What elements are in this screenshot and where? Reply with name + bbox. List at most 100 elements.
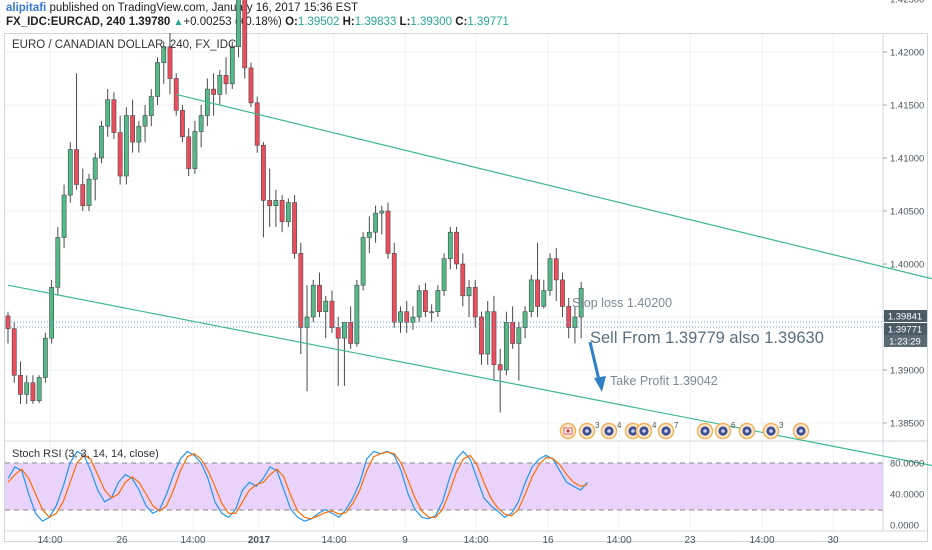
event-count: 7 (674, 421, 679, 430)
candle-body (578, 288, 584, 318)
candle-body (136, 125, 142, 143)
globe-icon[interactable] (714, 422, 732, 440)
candle-body (61, 194, 67, 238)
time-axis-label: 23 (684, 535, 696, 546)
candle-body (236, 0, 241, 48)
chart-frame (4, 33, 928, 542)
globe-icon[interactable] (635, 422, 653, 440)
candle (86, 173, 92, 211)
candle (223, 57, 229, 95)
candle (42, 332, 48, 383)
candle-body (298, 253, 304, 328)
candle-body (572, 316, 578, 328)
globe-icon[interactable] (578, 422, 596, 440)
candle (497, 348, 503, 413)
globe-icon[interactable] (792, 422, 810, 440)
candle (410, 306, 416, 330)
candle-body (261, 144, 266, 201)
globe-dot (769, 429, 773, 433)
candle-body (423, 290, 428, 313)
candle (67, 142, 73, 203)
candle-body (30, 382, 36, 402)
candle (342, 321, 347, 386)
candle (460, 253, 466, 307)
channel-upper-line[interactable] (176, 93, 932, 311)
candle-body (123, 115, 129, 177)
price-axis-label: 1.42000 (890, 48, 924, 59)
take-profit-note: Take Profit 1.39042 (610, 374, 718, 388)
countdown-badge: 1:23:29 (884, 335, 927, 348)
candle (198, 105, 204, 148)
event-count: 4 (652, 421, 657, 430)
candle (572, 306, 578, 344)
globe-icon[interactable] (600, 422, 618, 440)
candle-body (180, 110, 185, 138)
globe-dot (664, 429, 668, 433)
author-link[interactable]: alipitafi (6, 2, 47, 14)
candle-body (435, 290, 441, 313)
event-count: 6 (731, 421, 736, 430)
candle (454, 226, 459, 270)
candle-body (366, 231, 372, 238)
globe-icon[interactable] (762, 422, 780, 440)
candle-body (42, 337, 48, 378)
candle (211, 73, 216, 116)
price-axis-label: 1.38500 (890, 419, 924, 430)
candle-body (80, 184, 86, 207)
globe-icon[interactable] (657, 422, 675, 440)
rsi-axis-label: 0.0000 (890, 521, 919, 532)
globe-dot (585, 429, 589, 433)
candle (192, 120, 198, 174)
high-value: 1.39833 (354, 16, 397, 28)
candle (547, 253, 553, 296)
globe-dot (631, 429, 635, 433)
candle (354, 279, 360, 347)
candle (522, 306, 528, 339)
candle (510, 306, 516, 349)
candle-body (479, 316, 484, 355)
rsi-axis-label: 40.0000 (890, 490, 924, 501)
candle (379, 205, 385, 235)
open-label: O: (285, 16, 298, 28)
price-axis-label: 1.40000 (890, 260, 924, 271)
stop-loss-note: Stop loss 1.40200 (572, 296, 673, 310)
candle-body (485, 311, 491, 355)
candle (229, 41, 235, 90)
event-count: 4 (617, 421, 622, 430)
candle-body (86, 178, 92, 206)
candle-body (410, 316, 416, 323)
candle (292, 195, 297, 259)
globe-icon[interactable] (696, 422, 714, 440)
candle (491, 295, 497, 381)
candle-body (36, 377, 42, 402)
candle-body (472, 287, 478, 318)
candle-body (186, 136, 192, 169)
globe-dot (799, 429, 803, 433)
candle-body (279, 200, 285, 222)
channel-lower-line[interactable] (7, 284, 932, 492)
candle (5, 311, 11, 344)
candle (435, 285, 441, 317)
time-axis-label: 14:00 (321, 535, 346, 546)
candle-body (248, 67, 254, 104)
candle (560, 272, 565, 317)
candle-body (348, 321, 354, 344)
rsi-title: Stoch RSI (3, 3, 14, 14, close) (12, 448, 159, 460)
flag-icon[interactable] (559, 422, 577, 440)
candle (30, 375, 36, 404)
candle (11, 322, 17, 383)
up-arrow-icon: ▲ (173, 17, 184, 28)
candle-body (211, 88, 216, 95)
quote-line: FX_IDC:EURCAD, 240 1.39780 ▲+0.00253 (+0… (6, 16, 509, 28)
candle (261, 142, 266, 238)
globe-icon[interactable] (738, 422, 756, 440)
sell-arrow-shaft (588, 341, 601, 381)
price-axis-label: 1.41000 (890, 154, 924, 165)
price-axis-label: 1.40500 (890, 207, 924, 218)
candle (423, 283, 428, 317)
countdown-badge-box (884, 335, 927, 347)
candle (385, 202, 391, 259)
header-bar: alipitafi published on TradingView.com, … (0, 0, 932, 32)
candle-body (24, 382, 30, 395)
